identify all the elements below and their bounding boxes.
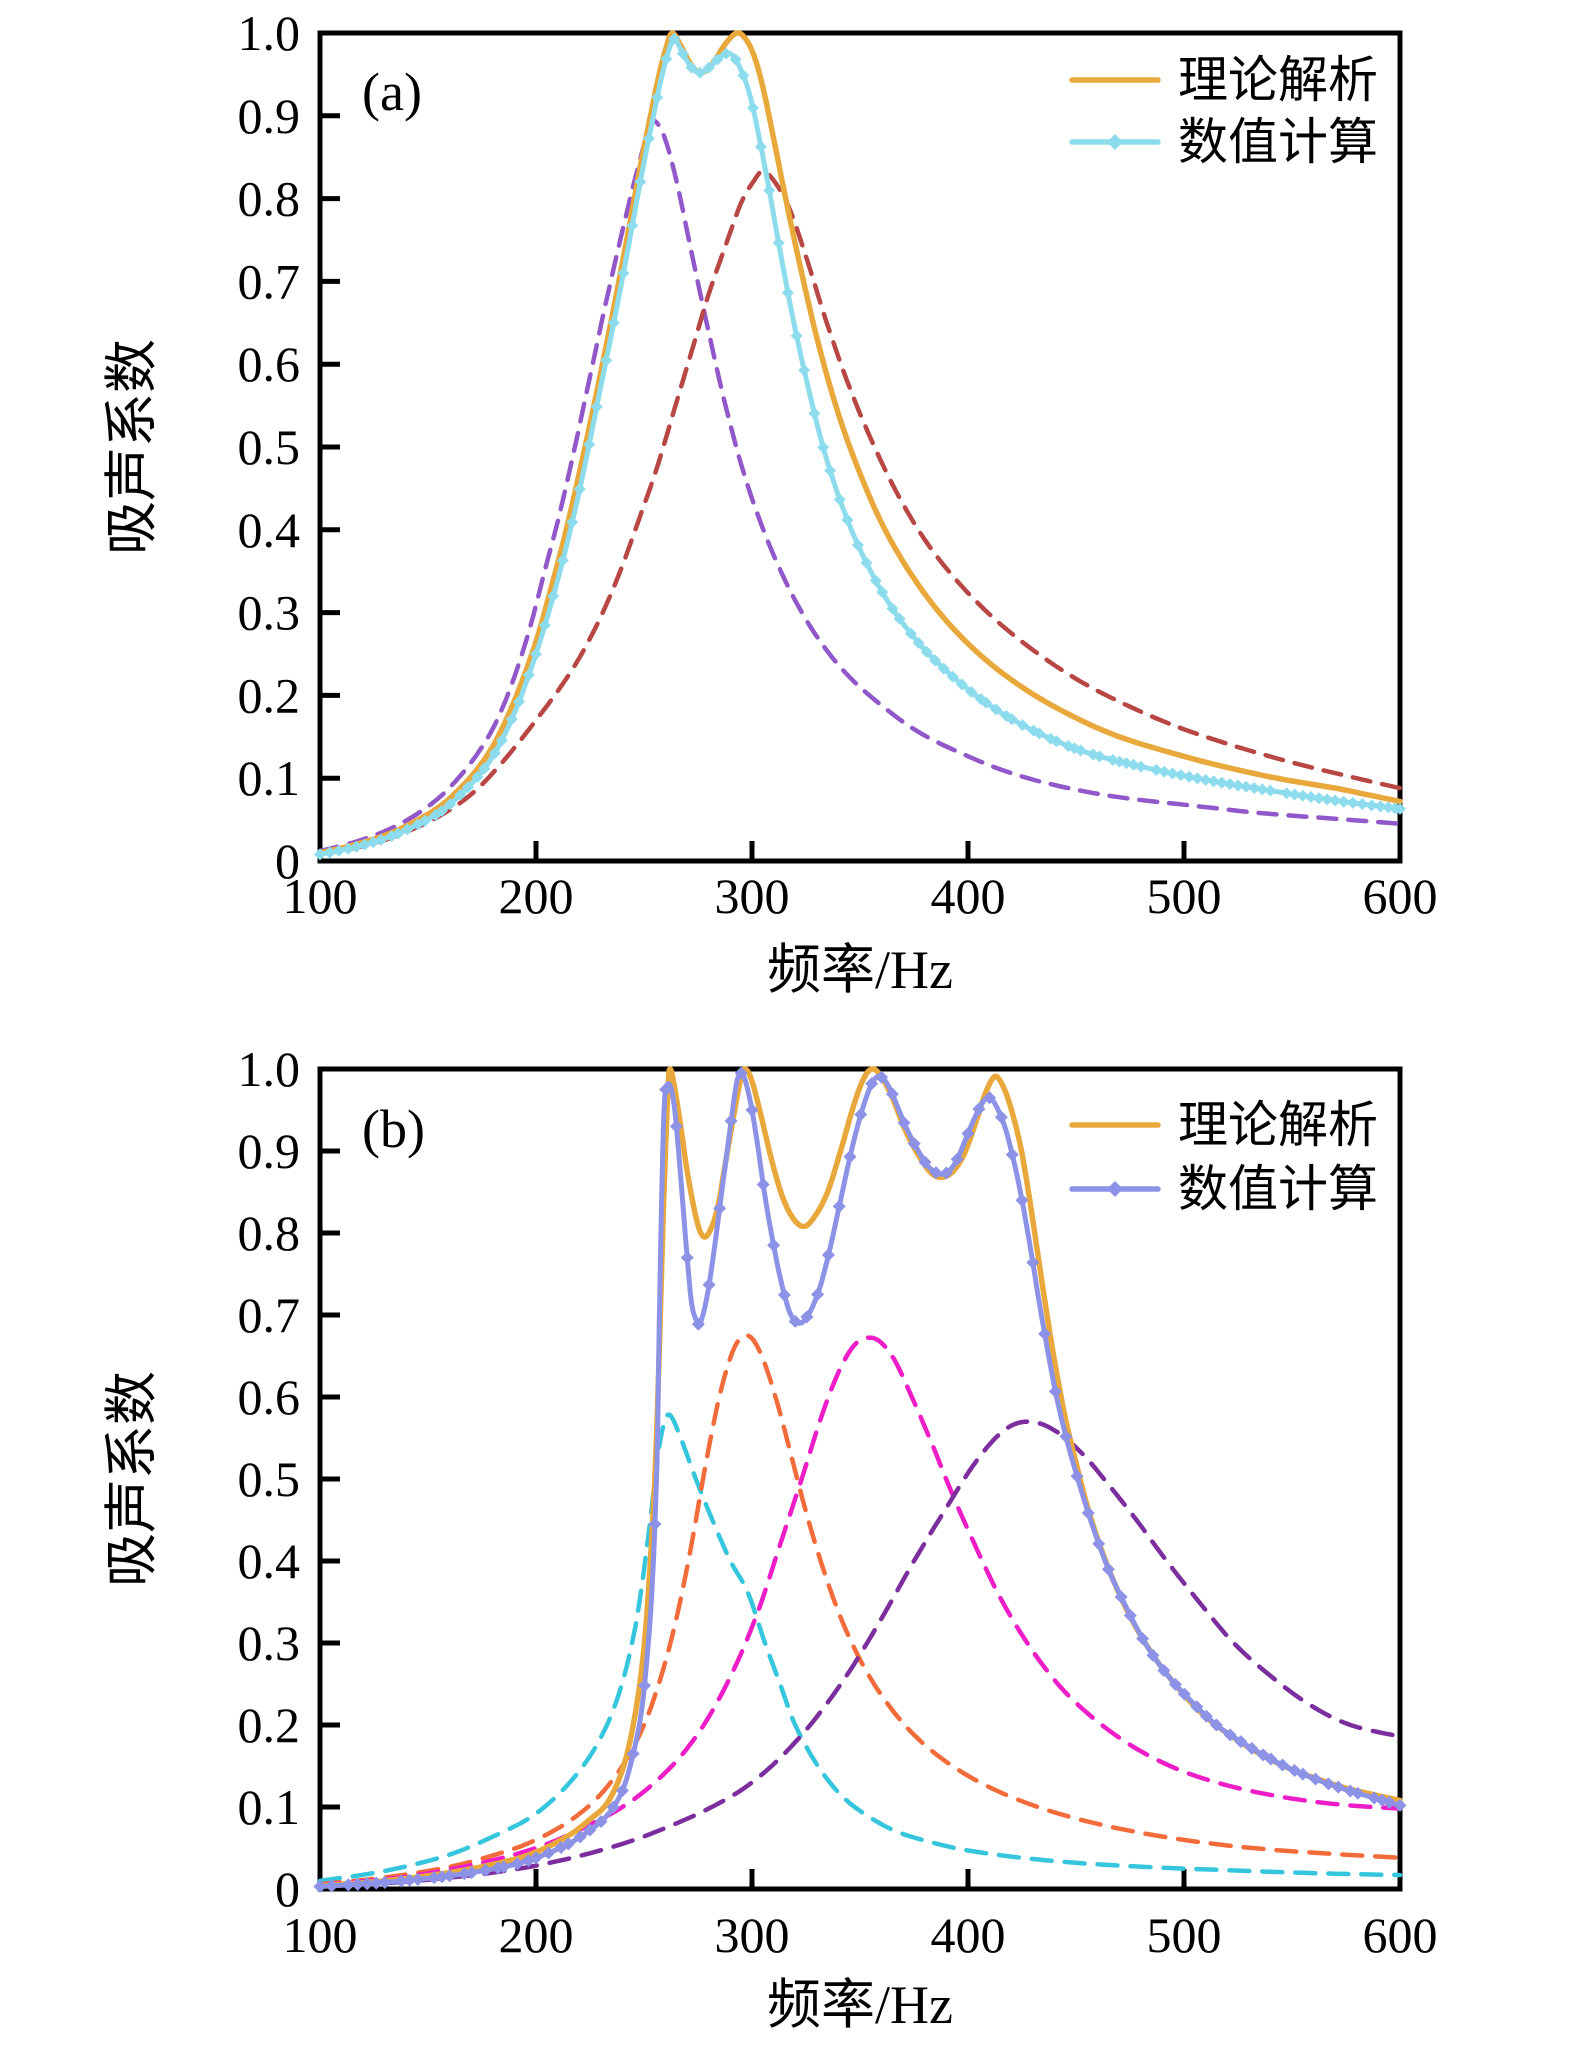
series-resonator1-component-line [317,1412,1403,1884]
y-tick-label: 0 [275,1861,300,1917]
x-tick-label: 500 [1147,868,1222,924]
x-axis-label: 频率/Hz [767,940,953,1000]
y-axis-label: 吸声系数 [102,339,162,555]
y-tick-label: 0.1 [238,750,301,806]
x-tick-label: 100 [283,868,358,924]
y-tick-label: 0.4 [238,1533,301,1589]
y-tick-label: 0.3 [238,1615,301,1671]
y-tick-label: 0.1 [238,1779,301,1835]
x-tick-label: 300 [715,1907,790,1963]
y-tick-label: 0.9 [238,1123,301,1179]
legend-label-theory: 理论解析 [1178,52,1378,108]
y-tick-label: 0.8 [238,1205,301,1261]
y-tick-label: 0.3 [238,585,301,641]
x-axis-label: 频率/Hz [767,1975,953,2035]
series-resonator1-component-line [317,118,1403,854]
legend-label-numerical: 数值计算 [1178,114,1378,170]
y-tick-label: 0.2 [238,1697,301,1753]
y-tick-label: 0.7 [238,253,301,309]
x-tick-label: 300 [715,868,790,924]
x-tick-label: 600 [1363,1907,1438,1963]
series-resonator4-component-line [317,1419,1403,1889]
subplot-a: 100 200 300 400 500 600 0 0.1 0.2 0.3 0.4 0.5 0.6 0.7… [102,5,1438,1000]
x-tick-label: 400 [931,1907,1006,1963]
y-tick-label: 0 [275,833,300,889]
y-tick-label: 0.5 [238,419,301,475]
y-tick-label: 0.6 [238,1369,301,1425]
y-tick-label: 0.2 [238,667,301,723]
y-tick-label: 0.9 [238,88,301,144]
series-resonator2-component-line [317,1333,1403,1887]
legend-label-numerical: 数值计算 [1178,1161,1378,1217]
y-tick-label: 0.7 [238,1287,301,1343]
x-tick-label: 100 [283,1907,358,1963]
y-tick-label: 0.4 [238,502,301,558]
legend-label-theory: 理论解析 [1178,1097,1378,1153]
legend-marker-numerical [1107,134,1123,150]
x-tick-label: 600 [1363,868,1438,924]
x-tick-label: 200 [499,1907,574,1963]
subplot-letter: (a) [362,62,422,122]
y-axis-label: 吸声系数 [102,1371,162,1587]
y-tick-label: 0.6 [238,336,301,392]
series-resonator2-component-line [317,169,1403,857]
y-tick-label: 0.8 [238,171,301,227]
x-tick-label: 400 [931,868,1006,924]
y-tick-label: 1.0 [238,5,301,61]
series-resonator3-component-line [317,1335,1403,1888]
subplot-letter: (b) [362,1099,425,1159]
legend-marker-numerical [1107,1181,1123,1197]
y-tick-label: 1.0 [238,1041,301,1097]
x-tick-label: 200 [499,868,574,924]
y-tick-label: 0.5 [238,1451,301,1507]
x-tick-label: 500 [1147,1907,1222,1963]
subplot-b: 100 200 300 400 500 600 0 0.1 0.2 0.3 0.4 0.5 0.6 0.7… [102,1041,1438,2035]
